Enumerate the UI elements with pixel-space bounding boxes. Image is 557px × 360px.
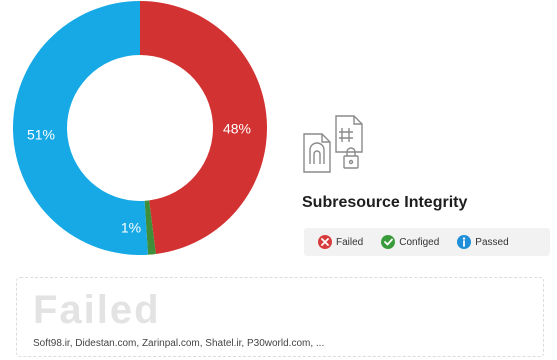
legend-item-passed: Passed bbox=[457, 235, 509, 249]
document-hash-icon bbox=[303, 115, 363, 173]
slice-label: 48% bbox=[223, 121, 251, 137]
slice-label: 51% bbox=[27, 127, 55, 143]
legend-item-failed: Failed bbox=[318, 235, 363, 249]
failed-x-icon bbox=[318, 235, 332, 249]
legend: Failed Configed Passed bbox=[304, 228, 550, 256]
legend-item-configed: Configed bbox=[381, 235, 439, 249]
legend-label-passed: Passed bbox=[475, 236, 509, 248]
legend-label-configed: Configed bbox=[399, 236, 440, 248]
configed-check-icon bbox=[381, 235, 396, 249]
slice-label: 1% bbox=[121, 220, 141, 236]
result-status: Failed bbox=[33, 288, 161, 332]
passed-info-icon bbox=[457, 235, 472, 249]
donut-slice bbox=[140, 1, 267, 254]
result-sites-list: Soft98.ir, Didestan.com, Zarinpal.com, S… bbox=[33, 338, 325, 349]
donut-chart: 48% 1% 51% bbox=[12, 1, 267, 256]
result-box: Failed Soft98.ir, Didestan.com, Zarinpal… bbox=[16, 277, 544, 357]
donut-slice bbox=[144, 200, 156, 255]
panel-title: Subresource Integrity bbox=[302, 194, 468, 211]
donut-slice bbox=[12, 1, 148, 256]
legend-label-failed: Failed bbox=[336, 236, 364, 248]
